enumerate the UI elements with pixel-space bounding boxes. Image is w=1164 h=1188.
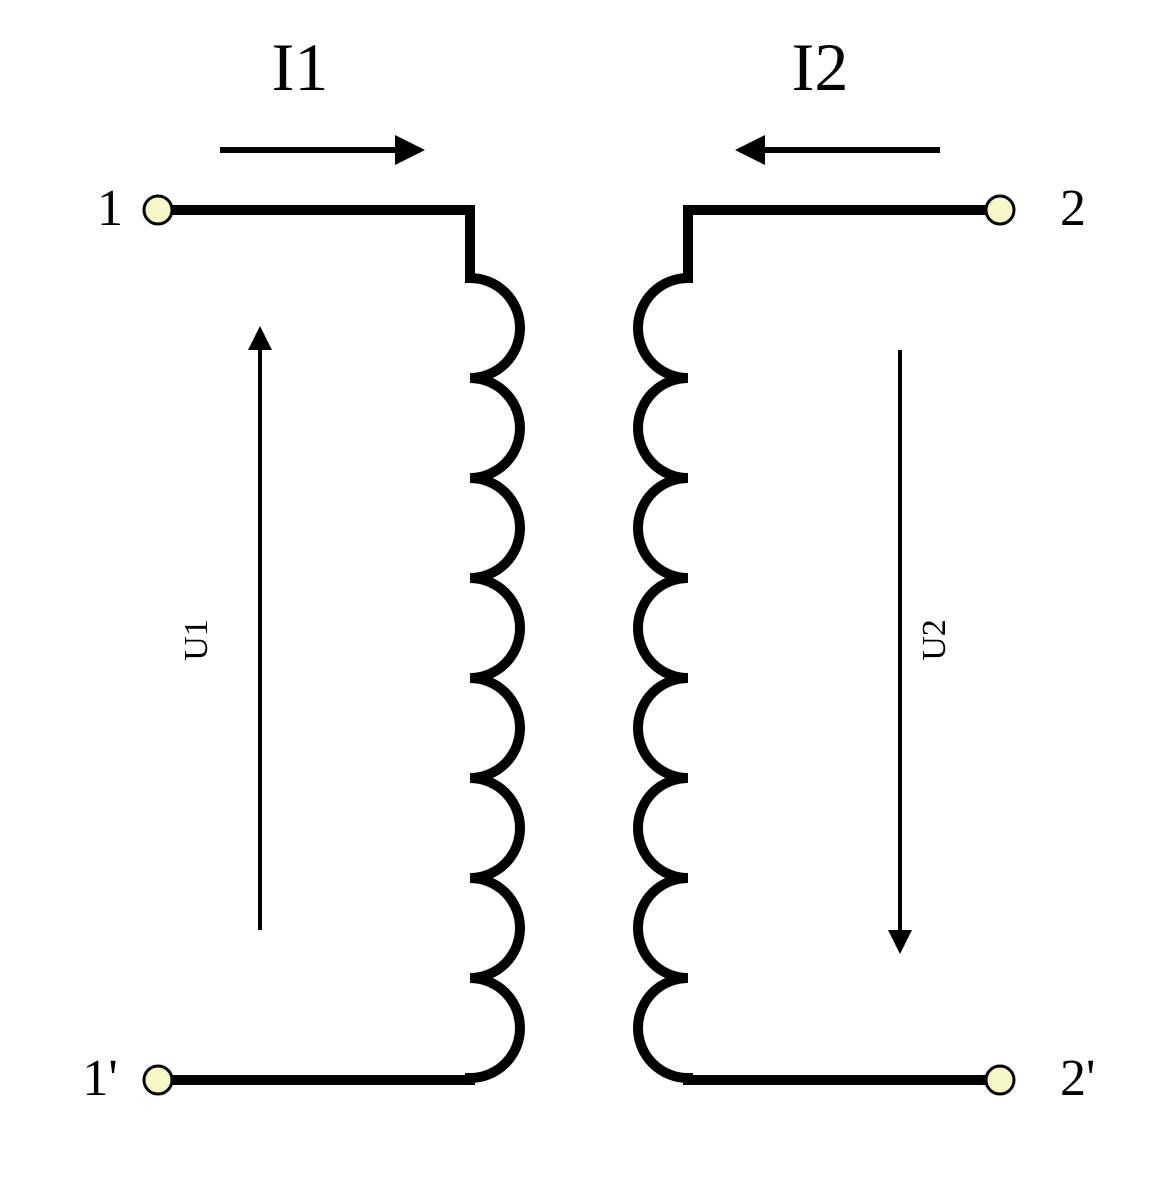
label-terminal-1p: 1' [82, 1050, 117, 1107]
terminal-2 [986, 196, 1014, 224]
terminal-1-prime [144, 1066, 172, 1094]
terminal-1 [144, 196, 172, 224]
label-u1: U1 [178, 619, 215, 661]
label-i1: I1 [272, 29, 329, 105]
label-u2: U2 [916, 619, 953, 661]
label-terminal-1: 1 [97, 180, 123, 237]
label-i2: I2 [792, 29, 849, 105]
label-terminal-2: 2 [1060, 180, 1086, 237]
label-terminal-2p: 2' [1060, 1050, 1095, 1107]
terminal-2-prime [986, 1066, 1014, 1094]
